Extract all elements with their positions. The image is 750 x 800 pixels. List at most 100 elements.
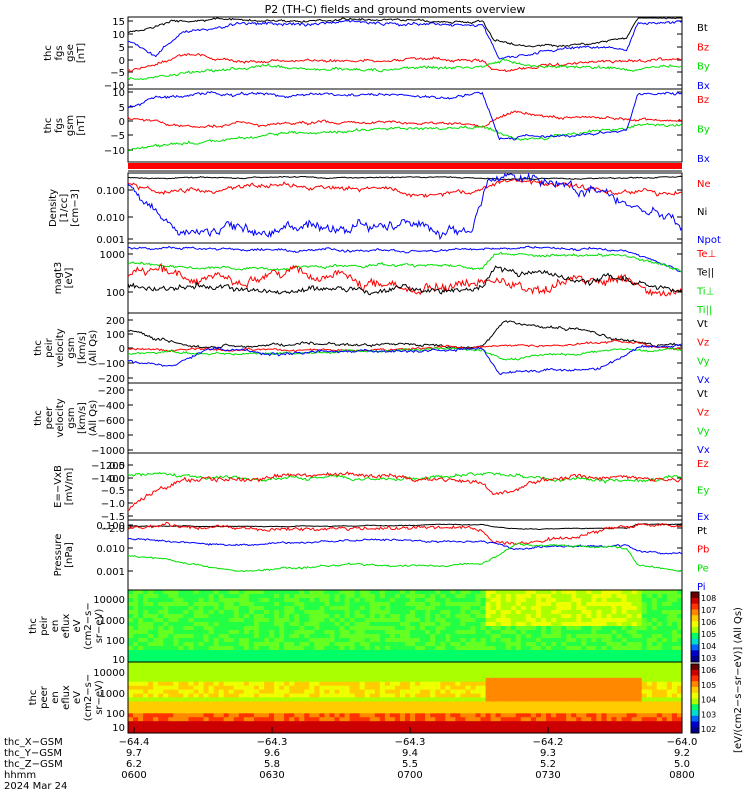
spectro-cell [334, 622, 341, 627]
spectro-cell [541, 650, 547, 655]
spectro-cell [394, 673, 401, 679]
spectro-cell [284, 590, 290, 595]
spectro-cell [651, 622, 658, 627]
spectro-cell [173, 665, 179, 671]
spectro-cell [329, 662, 336, 667]
spectro-cell [495, 717, 502, 722]
spectro-cell [314, 673, 320, 679]
spectro-cell [425, 689, 431, 695]
spectro-cell [299, 618, 305, 623]
spectro-cell [344, 673, 351, 679]
spectro-cell [415, 685, 421, 691]
spectro-cell [364, 618, 371, 623]
spectro-cell [400, 713, 406, 718]
spectro-cell [636, 697, 643, 702]
spectro-cell [374, 618, 381, 623]
spectro-cell [143, 658, 149, 663]
spectro-cell [309, 606, 315, 611]
spectro-cell [148, 602, 154, 607]
spectro-cell [450, 673, 456, 679]
spectro-cell [586, 681, 592, 687]
spectro-cell [535, 717, 542, 722]
spectro-cell [551, 662, 557, 667]
spectro-cell [616, 665, 623, 671]
spectro-cell [551, 721, 557, 726]
trace-te-perp [127, 262, 683, 297]
spectro-cell [218, 630, 225, 635]
spectro-cell [138, 681, 144, 687]
spectro-cell [601, 709, 607, 714]
spectro-cell [394, 697, 401, 702]
spectro-cell [535, 677, 542, 683]
spectro-cell [359, 673, 366, 679]
spectro-cell [279, 646, 285, 651]
spectro-cell [233, 721, 240, 726]
spectro-cell [279, 729, 285, 734]
spectro-cell [561, 630, 567, 635]
spectro-cell [515, 673, 522, 679]
spectro-cell [148, 638, 154, 643]
spectro-cell [329, 658, 336, 663]
spectro-cell [470, 729, 477, 734]
spectro-cell [163, 630, 169, 635]
spectro-cell [374, 709, 381, 714]
spectro-cell [566, 713, 572, 718]
spectro-cell [354, 681, 361, 687]
spectro-cell [304, 693, 310, 699]
spectro-cell [183, 721, 189, 726]
spectro-cell [400, 602, 406, 607]
spectro-cell [671, 610, 678, 615]
spectro-cell [666, 602, 673, 607]
spectro-cell [324, 721, 330, 726]
spectro-cell [490, 630, 497, 635]
spectro-cell [158, 638, 164, 643]
spectro-cell [269, 677, 275, 683]
spectro-cell [541, 646, 547, 651]
spectro-cell [671, 662, 678, 667]
spectro-cell [671, 606, 678, 611]
spectro-cell [158, 598, 164, 603]
spectro-cell [309, 677, 315, 683]
spectro-cell [556, 665, 562, 671]
spectro-cell [631, 725, 638, 730]
spectro-cell [480, 713, 487, 718]
spectro-cell [148, 673, 154, 679]
spectro-cell [535, 693, 542, 699]
spectro-cell [319, 610, 325, 615]
spectro-cell [400, 622, 406, 627]
spectro-cell [334, 689, 341, 695]
spectro-cell [203, 705, 210, 710]
spectro-cell [233, 646, 240, 651]
colorbar-frame [690, 591, 700, 663]
spectro-cell [485, 697, 492, 702]
spectro-cell [138, 606, 144, 611]
spectro-cell [138, 658, 144, 663]
spectro-cell [445, 705, 451, 710]
spectro-cell [500, 626, 507, 631]
spectro-cell [400, 654, 406, 659]
spectro-cell [364, 634, 371, 639]
spectro-cell [641, 594, 648, 599]
spectro-cell [656, 677, 663, 683]
spectro-cell [510, 602, 517, 607]
spectro-cell [238, 717, 245, 722]
spectro-cell [571, 590, 577, 595]
spectro-cell [359, 689, 366, 695]
spectro-cell [369, 697, 376, 702]
spectro-cell [677, 650, 683, 655]
spectro-cell [405, 709, 411, 714]
spectro-cell [374, 685, 381, 691]
legend-entry-bx: Bx [697, 81, 710, 92]
spectro-cell [470, 709, 477, 714]
spectro-cell [485, 630, 492, 635]
spectro-cell [505, 638, 512, 643]
spectro-cell [203, 598, 210, 603]
spectro-cell [173, 725, 179, 730]
spectro-cell [596, 685, 602, 691]
spectro-cell [535, 598, 542, 603]
spectro-cell [415, 634, 421, 639]
spectro-cell [430, 622, 436, 627]
spectro-cell [520, 606, 527, 611]
spectro-cell [354, 630, 361, 635]
spectro-cell [671, 673, 678, 679]
